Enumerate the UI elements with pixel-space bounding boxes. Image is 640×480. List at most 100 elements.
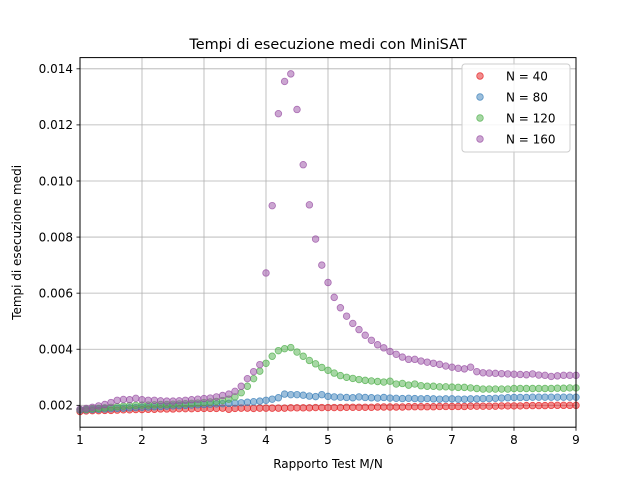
data-point — [336, 403, 345, 412]
data-point — [212, 393, 221, 401]
data-point — [101, 400, 109, 409]
data-point — [404, 381, 413, 389]
data-point — [318, 403, 326, 412]
data-point — [392, 380, 400, 388]
data-point — [566, 393, 574, 401]
data-point — [460, 402, 469, 411]
data-point — [349, 403, 357, 411]
series-3 — [76, 343, 580, 414]
x-tick-label: 6 — [386, 433, 394, 447]
data-point — [522, 384, 531, 393]
legend-label: N = 120 — [506, 111, 556, 125]
data-point — [541, 393, 549, 401]
data-point — [280, 390, 289, 398]
data-point — [535, 384, 543, 393]
data-point — [274, 346, 283, 355]
data-point — [324, 403, 332, 412]
data-point — [485, 385, 493, 393]
data-point — [293, 404, 301, 412]
data-point — [528, 401, 537, 410]
x-tick-label: 4 — [262, 433, 270, 447]
data-point — [392, 403, 400, 411]
data-point — [429, 403, 438, 411]
data-point — [330, 393, 338, 401]
data-point — [429, 395, 438, 403]
x-tick-label: 2 — [138, 433, 146, 447]
data-point — [373, 341, 382, 349]
data-point — [442, 362, 450, 370]
data-point — [280, 344, 289, 353]
x-tick-label: 8 — [510, 433, 518, 447]
data-point — [466, 402, 475, 410]
data-point — [249, 397, 258, 406]
data-point — [187, 396, 196, 404]
data-point — [342, 393, 351, 402]
data-point — [528, 370, 537, 378]
data-point — [355, 393, 363, 401]
data-point — [150, 396, 159, 404]
data-point — [442, 395, 450, 403]
data-point — [324, 366, 332, 374]
data-point — [411, 355, 419, 364]
data-point — [559, 384, 568, 392]
data-point — [113, 403, 121, 411]
data-point — [373, 394, 382, 402]
data-point — [442, 383, 450, 391]
data-point — [386, 394, 394, 402]
data-point — [225, 390, 233, 398]
data-point — [485, 402, 493, 410]
data-point — [454, 395, 462, 403]
data-point — [535, 393, 543, 401]
data-point — [336, 393, 345, 401]
data-point — [516, 384, 524, 393]
data-point — [528, 384, 537, 393]
data-point — [305, 392, 314, 400]
data-point — [361, 403, 369, 411]
data-point — [231, 399, 239, 407]
data-point — [535, 401, 543, 410]
legend-marker — [476, 93, 484, 101]
data-point — [107, 398, 115, 407]
legend-box — [461, 63, 571, 153]
data-point — [349, 374, 357, 383]
data-point — [268, 395, 276, 403]
data-point — [330, 293, 338, 302]
data-point — [479, 369, 487, 377]
data-point — [305, 356, 314, 365]
data-point — [299, 161, 307, 169]
data-point — [200, 394, 208, 403]
data-point — [256, 397, 264, 405]
data-point — [497, 385, 506, 393]
data-point — [386, 403, 394, 411]
data-point — [491, 394, 500, 403]
y-tick-label: 0.012 — [39, 118, 73, 132]
legend-label: N = 160 — [506, 132, 556, 146]
data-point — [404, 394, 413, 403]
data-point — [256, 360, 264, 369]
data-point — [423, 358, 431, 366]
data-point — [398, 394, 407, 403]
data-point — [287, 343, 295, 352]
data-point — [516, 393, 524, 402]
data-point — [541, 401, 549, 410]
data-point — [268, 352, 276, 360]
data-point — [299, 391, 307, 399]
data-point — [299, 404, 307, 412]
data-point — [547, 401, 555, 410]
data-point — [566, 401, 574, 410]
data-point — [553, 384, 562, 392]
data-point — [386, 377, 394, 385]
data-point — [485, 394, 493, 403]
data-point — [361, 331, 369, 339]
data-point — [566, 384, 574, 392]
data-point — [442, 402, 450, 411]
data-point — [404, 403, 413, 411]
data-point — [417, 357, 425, 365]
data-point — [454, 364, 462, 373]
x-tick-label: 1 — [76, 433, 84, 447]
data-point — [305, 201, 314, 209]
data-point — [553, 393, 562, 401]
data-point — [504, 402, 512, 410]
data-point — [156, 397, 165, 405]
